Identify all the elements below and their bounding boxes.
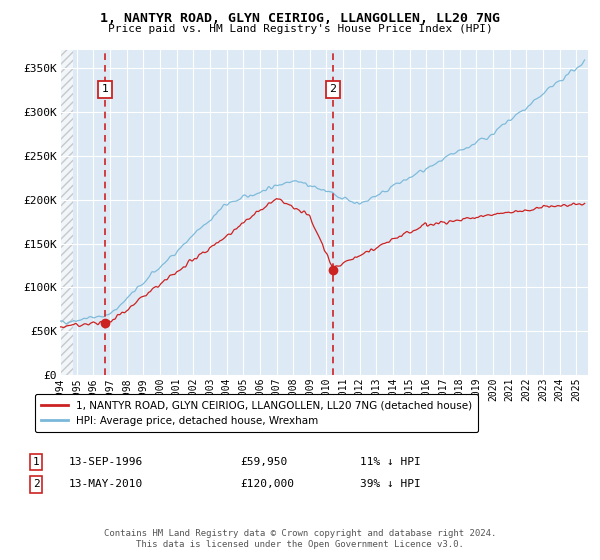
- Text: Price paid vs. HM Land Registry's House Price Index (HPI): Price paid vs. HM Land Registry's House …: [107, 24, 493, 34]
- Text: 2: 2: [32, 479, 40, 489]
- Text: 2: 2: [329, 85, 336, 95]
- Bar: [60, 50, 73, 375]
- Text: 1: 1: [32, 457, 40, 467]
- Text: 39% ↓ HPI: 39% ↓ HPI: [360, 479, 421, 489]
- Legend: 1, NANTYR ROAD, GLYN CEIRIOG, LLANGOLLEN, LL20 7NG (detached house), HPI: Averag: 1, NANTYR ROAD, GLYN CEIRIOG, LLANGOLLEN…: [35, 394, 478, 432]
- Text: Contains HM Land Registry data © Crown copyright and database right 2024.
This d: Contains HM Land Registry data © Crown c…: [104, 529, 496, 549]
- Text: £59,950: £59,950: [240, 457, 287, 467]
- Text: 1: 1: [101, 85, 109, 95]
- Text: 13-MAY-2010: 13-MAY-2010: [69, 479, 143, 489]
- Text: 1, NANTYR ROAD, GLYN CEIRIOG, LLANGOLLEN, LL20 7NG: 1, NANTYR ROAD, GLYN CEIRIOG, LLANGOLLEN…: [100, 12, 500, 25]
- Text: £120,000: £120,000: [240, 479, 294, 489]
- Text: 13-SEP-1996: 13-SEP-1996: [69, 457, 143, 467]
- Text: 11% ↓ HPI: 11% ↓ HPI: [360, 457, 421, 467]
